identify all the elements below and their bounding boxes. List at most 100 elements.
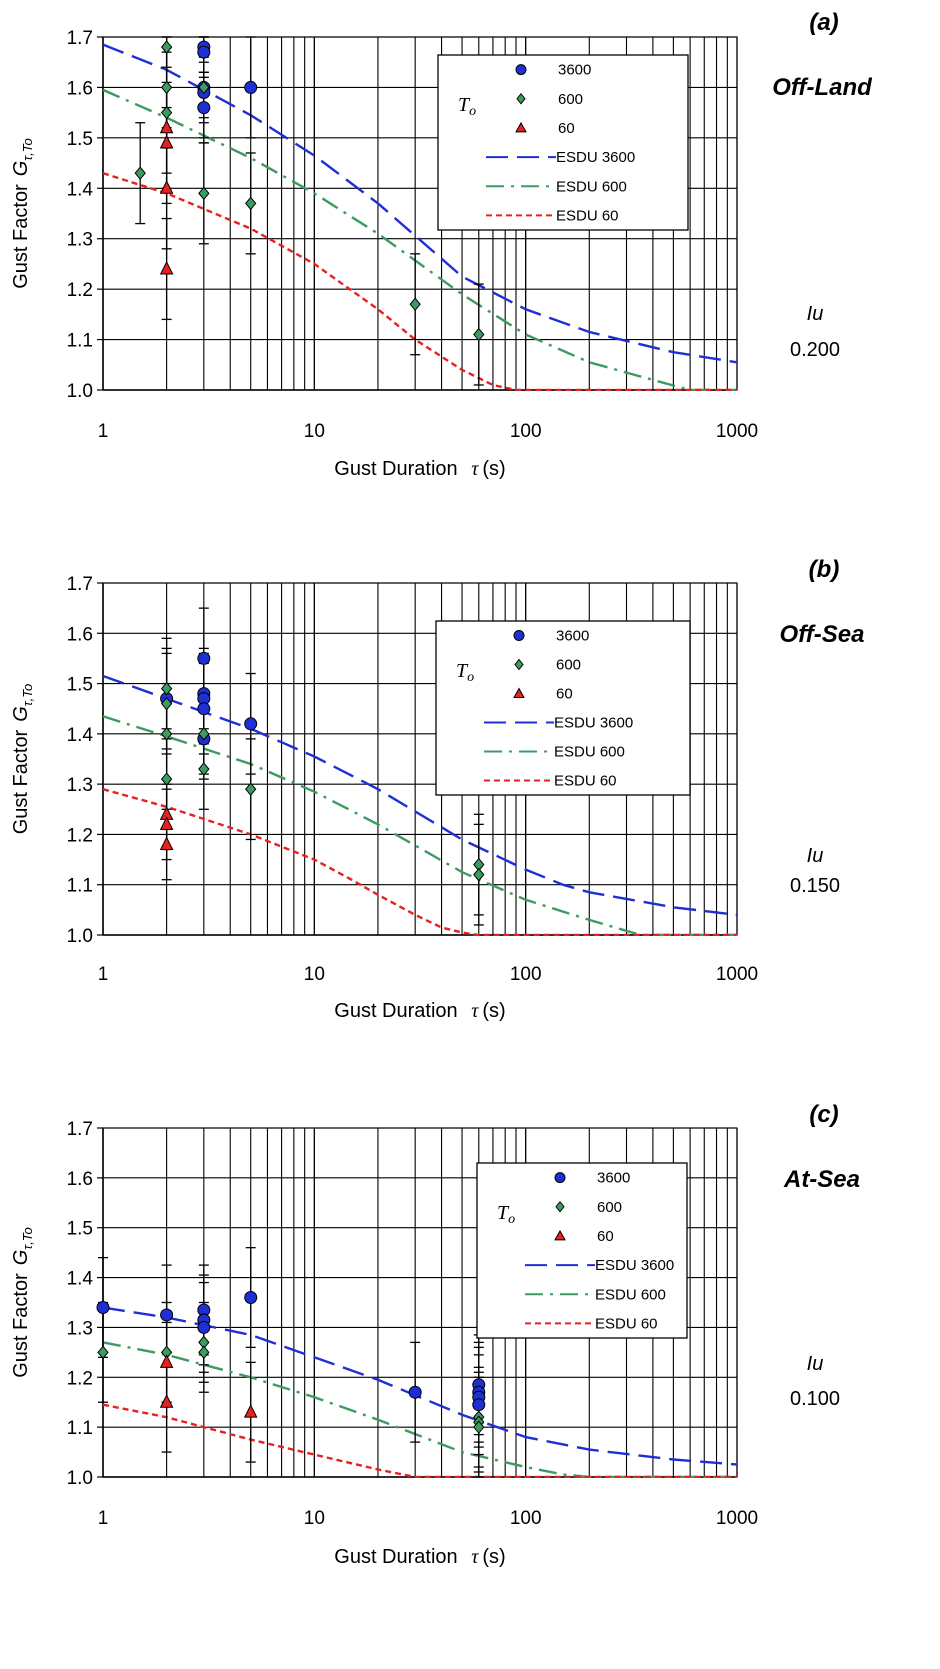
- marker-600: [198, 762, 210, 776]
- y-axis-label-text: Gust Factor: [10, 1273, 32, 1378]
- legend-title: To: [456, 660, 474, 685]
- legend-item-label: ESDU 3600: [556, 149, 635, 166]
- marker-600: [160, 40, 173, 54]
- y-tick-label: 1.3: [67, 775, 93, 796]
- marker-60: [159, 134, 174, 149]
- legend-box: [437, 54, 689, 231]
- marker-600: [198, 80, 210, 95]
- marker-60: [159, 1354, 174, 1368]
- x-axis-label-text: Gust Duration: [334, 1546, 463, 1568]
- plot-content: [103, 43, 737, 391]
- condition-label: Off-Sea: [780, 621, 865, 648]
- x-tick-label: 1000: [716, 421, 758, 442]
- y-axis-label-symbol: G: [10, 1250, 32, 1266]
- series-line-esdu-60: [103, 172, 737, 391]
- legend-item-label: 3600: [556, 628, 589, 645]
- x-tick-label: 1: [98, 421, 109, 442]
- condition-label: At-Sea: [783, 1166, 860, 1193]
- marker-600: [160, 772, 173, 786]
- legend-marker-diamond: [514, 658, 524, 671]
- y-tick-label: 1.1: [67, 1418, 93, 1439]
- series-line-esdu-60: [103, 788, 737, 936]
- marker-600: [245, 782, 257, 796]
- marker-60: [159, 260, 174, 275]
- y-tick-label: 1.4: [67, 179, 94, 200]
- x-axis-label-unit: (s): [482, 458, 505, 480]
- y-tick-label: 1.1: [67, 331, 93, 352]
- marker-600: [97, 1345, 109, 1360]
- legend: To 3600 600 60 ESDU 3600 ESDU 600 ESDU 60: [435, 620, 691, 796]
- marker-600: [198, 186, 210, 201]
- legend-title-sub: o: [469, 104, 476, 119]
- legend-marker-circle: [554, 1172, 566, 1184]
- condition-label: Off-Land: [772, 74, 873, 101]
- plot-content: [103, 674, 737, 936]
- legend-item-label: ESDU 60: [554, 773, 617, 790]
- x-axis-label-text: Gust Duration: [334, 1000, 463, 1022]
- y-tick-label: 1.4: [67, 725, 94, 746]
- marker-600: [473, 867, 485, 882]
- legend-item-label: 60: [556, 686, 573, 703]
- legend-title-sub: o: [508, 1212, 515, 1227]
- marker-60: [243, 1404, 258, 1418]
- marker-600: [473, 327, 485, 342]
- y-tick-label: 1.6: [67, 624, 93, 645]
- series-line-esdu-600: [103, 88, 737, 391]
- legend-box: [476, 1162, 688, 1339]
- x-tick-label: 10: [304, 964, 325, 985]
- legend-item-label: ESDU 3600: [554, 715, 633, 732]
- marker-60: [159, 816, 174, 830]
- x-tick-label: 1000: [716, 964, 758, 985]
- marker-600: [245, 196, 257, 211]
- x-tick-label: 100: [510, 1508, 542, 1529]
- legend-item-label: ESDU 60: [556, 207, 619, 224]
- legend-item-label: 3600: [558, 62, 591, 79]
- marker-3600: [244, 1291, 258, 1305]
- y-axis-label-subscript: τ,To: [20, 684, 35, 706]
- y-axis-label: Gust Factor Gτ,To: [10, 1227, 35, 1378]
- marker-600: [134, 166, 146, 180]
- panel-id: (b): [809, 556, 840, 583]
- y-tick-label: 1.3: [67, 230, 93, 251]
- series-line-esdu-3600: [103, 43, 737, 364]
- marker-600: [473, 1420, 485, 1434]
- y-tick-label: 1.7: [67, 28, 93, 49]
- y-tick-label: 1.2: [67, 1368, 93, 1389]
- marker-600: [160, 681, 173, 696]
- legend-box: [435, 620, 691, 796]
- iu-label: Iu: [807, 1353, 824, 1375]
- marker-600: [160, 696, 173, 711]
- marker-3600: [160, 1308, 174, 1322]
- legend-item-label: 60: [597, 1228, 614, 1245]
- y-tick-label: 1.5: [67, 1219, 93, 1240]
- x-tick-label: 1: [98, 1508, 109, 1529]
- series-line-esdu-3600: [103, 674, 737, 917]
- marker-3600: [197, 702, 211, 716]
- marker-3600: [197, 45, 211, 59]
- legend-item-label: ESDU 600: [595, 1286, 666, 1303]
- marker-3600: [197, 651, 211, 665]
- legend-title-main: T: [456, 660, 469, 682]
- legend-item-label: 600: [556, 657, 581, 674]
- iu-label: Iu: [807, 303, 824, 325]
- marker-3600: [244, 717, 258, 731]
- y-tick-label: 1.7: [67, 1119, 93, 1140]
- series-line-esdu-600: [103, 715, 737, 936]
- y-tick-label: 1.3: [67, 1318, 93, 1339]
- markers: [134, 36, 485, 386]
- y-axis-label-text: Gust Factor: [10, 729, 32, 834]
- marker-3600: [472, 1398, 486, 1412]
- x-axis-label: Gust Duration τ (s): [334, 1000, 505, 1022]
- x-tick-label: 10: [304, 1508, 325, 1529]
- panel-id: (a): [809, 9, 838, 36]
- legend-marker-triangle: [515, 121, 527, 133]
- legend-title: To: [497, 1202, 515, 1227]
- y-tick-label: 1.7: [67, 574, 93, 595]
- y-axis-label-subscript: τ,To: [20, 1227, 35, 1249]
- y-axis-label-symbol: G: [10, 161, 32, 177]
- legend-marker-circle: [513, 630, 525, 641]
- marker-3600: [244, 80, 258, 94]
- x-tick-label: 100: [510, 964, 542, 985]
- legend-item-label: 600: [558, 91, 583, 108]
